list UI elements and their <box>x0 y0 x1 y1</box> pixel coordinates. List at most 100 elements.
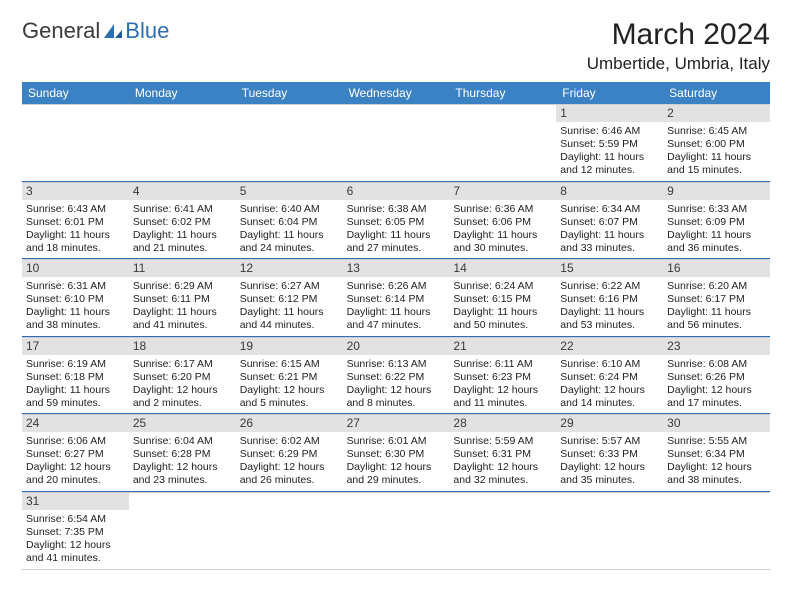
day-info-line: Sunset: 6:24 PM <box>560 371 659 384</box>
day-number: 8 <box>556 183 663 200</box>
day-info-line: and 50 minutes. <box>453 319 552 332</box>
day-cell: 21Sunrise: 6:11 AMSunset: 6:23 PMDayligh… <box>449 337 556 415</box>
day-cell: 15Sunrise: 6:22 AMSunset: 6:16 PMDayligh… <box>556 259 663 337</box>
day-cell: 10Sunrise: 6:31 AMSunset: 6:10 PMDayligh… <box>22 259 129 337</box>
day-number: 26 <box>236 415 343 432</box>
day-cell: 3Sunrise: 6:43 AMSunset: 6:01 PMDaylight… <box>22 182 129 260</box>
day-cell: 7Sunrise: 6:36 AMSunset: 6:06 PMDaylight… <box>449 182 556 260</box>
day-info-line: Sunset: 6:14 PM <box>347 293 446 306</box>
day-info-line: Sunrise: 6:17 AM <box>133 358 232 371</box>
day-info-line: Daylight: 12 hours <box>560 384 659 397</box>
day-info-line: Sunrise: 6:33 AM <box>667 203 766 216</box>
day-info-line: Daylight: 12 hours <box>133 461 232 474</box>
brand-part2: Blue <box>125 18 169 44</box>
day-cell: 4Sunrise: 6:41 AMSunset: 6:02 PMDaylight… <box>129 182 236 260</box>
day-info-line: Daylight: 11 hours <box>240 306 339 319</box>
day-info-line: Daylight: 12 hours <box>26 539 125 552</box>
day-info-line: Sunset: 6:31 PM <box>453 448 552 461</box>
day-cell: 29Sunrise: 5:57 AMSunset: 6:33 PMDayligh… <box>556 414 663 492</box>
day-info-line: Sunset: 6:15 PM <box>453 293 552 306</box>
weekday-header: Thursday <box>449 82 556 104</box>
day-info-line: Sunset: 6:22 PM <box>347 371 446 384</box>
day-cell: 9Sunrise: 6:33 AMSunset: 6:09 PMDaylight… <box>663 182 770 260</box>
title-block: March 2024 Umbertide, Umbria, Italy <box>587 18 770 74</box>
day-info-line: Sunrise: 6:38 AM <box>347 203 446 216</box>
day-info-line: and 41 minutes. <box>26 552 125 565</box>
day-info-line: Sunset: 6:02 PM <box>133 216 232 229</box>
empty-cell <box>343 104 450 182</box>
day-number: 31 <box>22 493 129 510</box>
day-cell: 14Sunrise: 6:24 AMSunset: 6:15 PMDayligh… <box>449 259 556 337</box>
empty-cell <box>129 492 236 570</box>
day-info-line: and 30 minutes. <box>453 242 552 255</box>
day-number: 13 <box>343 260 450 277</box>
day-info-line: Sunrise: 6:54 AM <box>26 513 125 526</box>
day-info-line: Sunset: 6:33 PM <box>560 448 659 461</box>
day-info-line: and 26 minutes. <box>240 474 339 487</box>
day-info-line: Daylight: 12 hours <box>560 461 659 474</box>
day-cell: 23Sunrise: 6:08 AMSunset: 6:26 PMDayligh… <box>663 337 770 415</box>
day-info-line: Daylight: 12 hours <box>667 384 766 397</box>
day-cell: 27Sunrise: 6:01 AMSunset: 6:30 PMDayligh… <box>343 414 450 492</box>
day-cell: 31Sunrise: 6:54 AMSunset: 7:35 PMDayligh… <box>22 492 129 570</box>
day-number: 12 <box>236 260 343 277</box>
day-info-line: and 15 minutes. <box>667 164 766 177</box>
day-info-line: Sunrise: 6:01 AM <box>347 435 446 448</box>
day-cell: 24Sunrise: 6:06 AMSunset: 6:27 PMDayligh… <box>22 414 129 492</box>
day-info-line: and 47 minutes. <box>347 319 446 332</box>
weekday-header: Sunday <box>22 82 129 104</box>
day-cell: 13Sunrise: 6:26 AMSunset: 6:14 PMDayligh… <box>343 259 450 337</box>
day-info-line: Daylight: 12 hours <box>453 461 552 474</box>
day-info-line: Sunrise: 6:43 AM <box>26 203 125 216</box>
day-info-line: and 36 minutes. <box>667 242 766 255</box>
day-info-line: Sunrise: 6:34 AM <box>560 203 659 216</box>
day-info-line: and 5 minutes. <box>240 397 339 410</box>
day-info-line: and 8 minutes. <box>347 397 446 410</box>
day-cell: 12Sunrise: 6:27 AMSunset: 6:12 PMDayligh… <box>236 259 343 337</box>
day-info-line: Sunrise: 6:10 AM <box>560 358 659 371</box>
day-info-line: and 59 minutes. <box>26 397 125 410</box>
day-info-line: and 2 minutes. <box>133 397 232 410</box>
day-info-line: Sunrise: 6:36 AM <box>453 203 552 216</box>
day-number: 11 <box>129 260 236 277</box>
day-info-line: Sunrise: 6:20 AM <box>667 280 766 293</box>
day-number: 3 <box>22 183 129 200</box>
day-info-line: Daylight: 11 hours <box>240 229 339 242</box>
sail-icon <box>102 22 124 40</box>
day-number: 28 <box>449 415 556 432</box>
day-info-line: and 24 minutes. <box>240 242 339 255</box>
day-number: 30 <box>663 415 770 432</box>
day-number: 16 <box>663 260 770 277</box>
day-number: 21 <box>449 338 556 355</box>
empty-cell <box>556 492 663 570</box>
day-info-line: Sunset: 6:01 PM <box>26 216 125 229</box>
day-info-line: Daylight: 11 hours <box>347 306 446 319</box>
day-info-line: Sunrise: 6:15 AM <box>240 358 339 371</box>
day-number: 15 <box>556 260 663 277</box>
day-info-line: and 11 minutes. <box>453 397 552 410</box>
day-info-line: Daylight: 11 hours <box>560 306 659 319</box>
day-info-line: Sunset: 6:12 PM <box>240 293 339 306</box>
month-title: March 2024 <box>587 18 770 52</box>
day-info-line: Sunrise: 6:19 AM <box>26 358 125 371</box>
day-cell: 26Sunrise: 6:02 AMSunset: 6:29 PMDayligh… <box>236 414 343 492</box>
empty-cell <box>22 104 129 182</box>
day-info-line: Daylight: 11 hours <box>133 306 232 319</box>
day-info-line: Sunset: 6:30 PM <box>347 448 446 461</box>
day-info-line: Sunrise: 6:46 AM <box>560 125 659 138</box>
day-info-line: and 56 minutes. <box>667 319 766 332</box>
day-number: 9 <box>663 183 770 200</box>
day-info-line: Sunset: 6:21 PM <box>240 371 339 384</box>
weekday-header: Tuesday <box>236 82 343 104</box>
day-number: 27 <box>343 415 450 432</box>
day-info-line: and 53 minutes. <box>560 319 659 332</box>
day-info-line: Sunrise: 6:45 AM <box>667 125 766 138</box>
day-number: 18 <box>129 338 236 355</box>
day-info-line: Sunset: 6:06 PM <box>453 216 552 229</box>
day-info-line: Daylight: 11 hours <box>667 151 766 164</box>
day-info-line: Sunrise: 6:40 AM <box>240 203 339 216</box>
day-info-line: Sunset: 6:34 PM <box>667 448 766 461</box>
day-number: 22 <box>556 338 663 355</box>
day-cell: 8Sunrise: 6:34 AMSunset: 6:07 PMDaylight… <box>556 182 663 260</box>
day-cell: 30Sunrise: 5:55 AMSunset: 6:34 PMDayligh… <box>663 414 770 492</box>
